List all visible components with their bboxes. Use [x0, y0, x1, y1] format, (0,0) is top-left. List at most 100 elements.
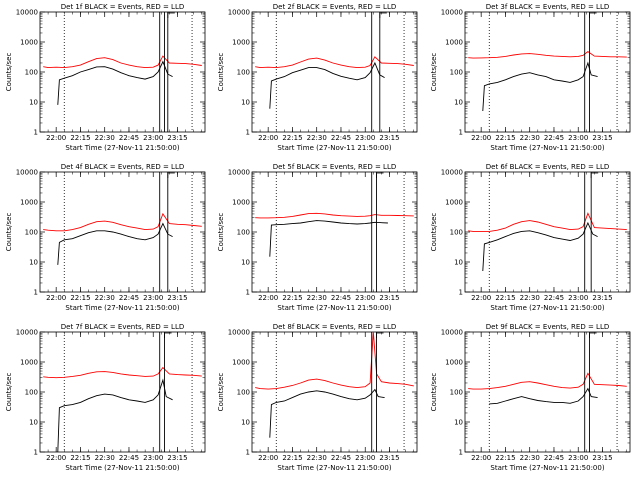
x-tick-label: 23:00 [355, 294, 375, 302]
y-tick-label: 100 [450, 69, 463, 77]
x-tick-label: 23:00 [568, 294, 588, 302]
x-tick-label: 22:30 [520, 294, 540, 302]
x-tick-label: 22:45 [331, 454, 351, 462]
x-tick-label: 22:00 [46, 294, 66, 302]
y-tick-label: 1000 [445, 199, 463, 207]
x-tick-label: 22:45 [544, 134, 564, 142]
y-axis-label: Counts/sec [430, 53, 438, 92]
plot-frame [251, 11, 418, 133]
chart-title: Det 8f BLACK = Events, RED = LLD [273, 323, 396, 331]
bracket-marker [590, 172, 599, 178]
x-tick-label: 22:45 [119, 454, 139, 462]
x-tick-label: 23:15 [592, 134, 612, 142]
x-axis-label: Start Time (27-Nov-11 21:50:00) [490, 464, 604, 472]
x-tick-label: 22:15 [495, 294, 515, 302]
y-tick-label: 100 [237, 229, 250, 237]
chart-title: Det 6f BLACK = Events, RED = LLD [486, 163, 609, 171]
lld-series-line [43, 212, 202, 232]
x-tick-label: 22:00 [258, 454, 278, 462]
y-tick-label: 10000 [441, 169, 463, 177]
plot-frame [251, 331, 418, 453]
x-tick-label: 22:30 [307, 294, 327, 302]
lld-series-line [43, 366, 202, 379]
y-tick-label: 10 [454, 99, 463, 107]
y-tick-label: 1000 [232, 199, 250, 207]
bracket-marker [379, 12, 387, 18]
y-tick-label: 10000 [16, 9, 38, 17]
plot-frame [39, 11, 206, 133]
x-tick-label: 22:00 [471, 294, 491, 302]
x-tick-label: 23:00 [143, 134, 163, 142]
chart-title: Det 3f BLACK = Events, RED = LLD [486, 3, 609, 11]
x-tick-label: 22:30 [95, 294, 115, 302]
x-tick-label: 22:45 [544, 294, 564, 302]
chart-title: Det 1f BLACK = Events, RED = LLD [61, 3, 184, 11]
y-axis-label: Counts/sec [217, 213, 225, 252]
lld-series-line [255, 212, 414, 219]
y-tick-label: 1 [459, 129, 463, 137]
y-tick-label: 10 [241, 419, 250, 427]
y-tick-label: 1 [34, 129, 38, 137]
events-series-line [269, 388, 385, 438]
y-tick-label: 10 [29, 419, 38, 427]
lld-series-line [468, 51, 627, 59]
events-series-line [489, 387, 598, 405]
panel-9: Det 9f BLACK = Events, RED = LLD Counts/s… [430, 323, 631, 472]
y-tick-label: 100 [25, 69, 38, 77]
y-tick-label: 1000 [232, 359, 250, 367]
y-axis-label: Counts/sec [430, 213, 438, 252]
y-tick-label: 1 [246, 129, 250, 137]
x-tick-label: 22:00 [471, 134, 491, 142]
events-series-line [269, 220, 388, 257]
y-tick-label: 1000 [20, 39, 38, 47]
y-tick-label: 10 [29, 259, 38, 267]
plot-frame [39, 331, 206, 453]
x-tick-label: 22:00 [471, 454, 491, 462]
y-tick-label: 1000 [20, 359, 38, 367]
x-tick-label: 22:30 [95, 454, 115, 462]
x-tick-label: 23:00 [143, 294, 163, 302]
x-tick-label: 22:45 [544, 454, 564, 462]
y-tick-label: 1000 [445, 39, 463, 47]
bracket-marker [589, 12, 597, 18]
x-tick-label: 22:30 [520, 454, 540, 462]
y-tick-label: 10 [454, 419, 463, 427]
chart-title: Det 7f BLACK = Events, RED = LLD [61, 323, 184, 331]
x-tick-label: 22:00 [46, 454, 66, 462]
x-tick-label: 22:15 [70, 454, 90, 462]
x-tick-label: 23:00 [568, 454, 588, 462]
y-tick-label: 10000 [441, 9, 463, 17]
lld-series-line [255, 56, 414, 69]
bracket-marker [167, 12, 175, 18]
x-axis-label: Start Time (27-Nov-11 21:50:00) [277, 304, 391, 312]
x-tick-label: 22:15 [70, 134, 90, 142]
y-tick-label: 1000 [232, 39, 250, 47]
y-tick-label: 10000 [228, 329, 250, 337]
x-tick-label: 23:00 [355, 134, 375, 142]
y-axis-label: Counts/sec [5, 213, 13, 252]
y-tick-label: 10000 [228, 9, 250, 17]
x-tick-label: 23:15 [379, 454, 399, 462]
x-tick-label: 22:30 [95, 134, 115, 142]
y-axis-label: Counts/sec [217, 373, 225, 412]
bracket-marker [376, 332, 384, 338]
events-series-line [57, 378, 173, 452]
x-tick-label: 22:00 [258, 134, 278, 142]
x-tick-label: 22:00 [258, 294, 278, 302]
x-tick-label: 22:45 [331, 134, 351, 142]
x-axis-label: Start Time (27-Nov-11 21:50:00) [277, 144, 391, 152]
y-tick-label: 1 [246, 289, 250, 297]
x-tick-label: 22:15 [70, 294, 90, 302]
chart-title: Det 4f BLACK = Events, RED = LLD [61, 163, 184, 171]
bracket-marker [589, 332, 597, 338]
y-tick-label: 1 [34, 289, 38, 297]
y-axis-label: Counts/sec [430, 373, 438, 412]
x-tick-label: 22:15 [495, 454, 515, 462]
x-axis-label: Start Time (27-Nov-11 21:50:00) [490, 304, 604, 312]
bracket-marker [167, 172, 175, 178]
y-tick-label: 1 [246, 449, 250, 457]
x-tick-label: 23:15 [379, 134, 399, 142]
x-axis-label: Start Time (27-Nov-11 21:50:00) [65, 144, 179, 152]
x-tick-label: 23:15 [167, 294, 187, 302]
